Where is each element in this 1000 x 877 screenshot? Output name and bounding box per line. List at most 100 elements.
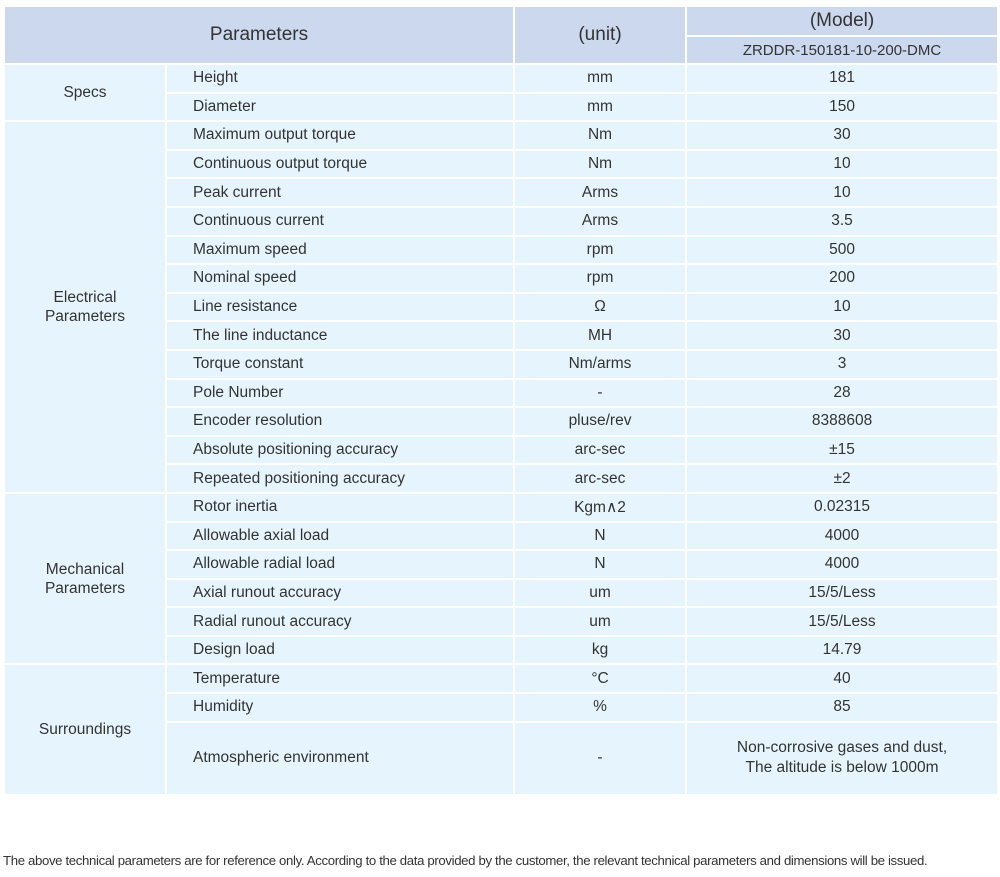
param-value: 28 — [685, 377, 1000, 409]
table-row: Encoder resolution pluse/rev 8388608 — [4, 406, 1000, 437]
table-row: Mechanical Parameters Rotor inertia Kgm∧2 0… — [3, 491, 1000, 666]
table-row: Maximum speed rpm 500 — [4, 234, 1000, 266]
param-name: Continuous current — [164, 205, 516, 237]
header-model-label: (Model) — [685, 5, 1000, 37]
param-name: Allowable radial load — [164, 549, 516, 580]
param-name: Atmospheric environment — [164, 720, 516, 796]
param-name: Torque constant — [164, 348, 516, 380]
param-value: 200 — [685, 263, 1000, 294]
table-row: Humidity% 85 — [4, 692, 1000, 723]
param-unit: pluse/rev — [513, 406, 688, 437]
param-unit: arc-sec — [513, 463, 688, 494]
table-row: Repeated positioning accuracy arc-sec ±2 — [4, 463, 1000, 494]
param-name: Nominal speed — [164, 263, 516, 294]
param-unit: °C — [513, 663, 688, 695]
header-model: ZRDDR-150181-10-200-DMC — [685, 35, 1000, 65]
param-name: Design load — [164, 634, 516, 666]
header-parameters: Parameters — [2, 5, 516, 65]
param-unit: % — [513, 692, 688, 723]
param-value: 14.79 — [685, 634, 1000, 666]
param-unit: rpm — [513, 234, 688, 266]
param-value: 4000 — [685, 549, 1000, 580]
param-unit: arc-sec — [513, 434, 688, 466]
param-value: ±2 — [685, 463, 1000, 494]
param-unit: Arms — [513, 205, 688, 237]
header-unit: (unit) — [513, 5, 688, 65]
param-name: The line inductance — [164, 320, 516, 351]
table-row: Electrical Parameters Maximum output torq… — [3, 120, 1000, 494]
group-label: Mechanical Parameters — [3, 491, 167, 666]
param-value: 30 — [685, 320, 1000, 351]
table-row: Allowable axial load N 4000 — [4, 520, 1000, 552]
table-row: Allowable radial load N 4000 — [4, 549, 1000, 580]
table-row: Absolute positioning accuracy arc-sec ±15 — [4, 434, 1000, 466]
param-name: Axial runout accuracy — [164, 577, 516, 609]
param-value: 181 — [685, 63, 1000, 94]
table-row: Continuous current Arms 3.5 — [4, 205, 1000, 237]
group-label: Specs — [3, 62, 167, 123]
param-value: 0.02315 — [685, 491, 1000, 523]
table-row: Pole Number -28 — [4, 377, 1000, 409]
param-unit: - — [513, 377, 688, 409]
param-name: Absolute positioning accuracy — [164, 434, 516, 466]
param-unit: Kgm∧2 — [513, 491, 688, 523]
param-unit: Ω — [513, 291, 688, 323]
param-unit: Nm — [513, 120, 688, 151]
table-row: Line resistance Ω 10 — [4, 291, 1000, 323]
table-row: Specs Height mm 181 — [3, 62, 1000, 123]
param-value: 30 — [685, 120, 1000, 151]
param-name: Maximum speed — [164, 234, 516, 266]
param-name: Line resistance — [164, 291, 516, 323]
group-label: Electrical Parameters — [3, 120, 167, 494]
param-value: 85 — [685, 692, 1000, 723]
param-unit: rpm — [513, 263, 688, 294]
param-name: Repeated positioning accuracy — [164, 463, 516, 494]
table-row: Peak current Arms 10 — [4, 177, 1000, 208]
param-unit: mm — [513, 91, 688, 123]
param-unit: Nm — [513, 148, 688, 180]
param-value: 15/5/Less — [685, 606, 1000, 637]
param-name: Radial runout accuracy — [164, 606, 516, 637]
table-row: Design load kg 14.79 — [4, 634, 1000, 666]
param-value: 8388608 — [685, 406, 1000, 437]
param-value: 4000 — [685, 520, 1000, 552]
param-value: 10 — [685, 148, 1000, 180]
param-name: Continuous output torque — [164, 148, 516, 180]
param-value: ±15 — [685, 434, 1000, 466]
param-value: 3.5 — [685, 205, 1000, 237]
param-value: 500 — [685, 234, 1000, 266]
param-value: 150 — [685, 91, 1000, 123]
param-unit: MH — [513, 320, 688, 351]
param-name: Encoder resolution — [164, 406, 516, 437]
table-row: The line inductance MH 30 — [4, 320, 1000, 351]
table-row: Surroundings Temperature °C 40 — [3, 663, 1000, 796]
param-value: 40 — [685, 663, 1000, 695]
footnote: The above technical parameters are for r… — [3, 853, 928, 868]
param-name: Humidity — [164, 692, 516, 723]
param-unit: Arms — [513, 177, 688, 208]
param-unit: N — [513, 549, 688, 580]
table-row: Nominal speed rpm 200 — [4, 263, 1000, 294]
param-value: 10 — [685, 177, 1000, 208]
param-unit: N — [513, 520, 688, 552]
param-name: Diameter — [164, 91, 516, 123]
table-row: Atmospheric environment - Non-corrosive ga… — [4, 720, 1000, 796]
group-label: Surroundings — [3, 663, 167, 796]
param-name: Rotor inertia — [164, 491, 516, 523]
table-row: Torque constant Nm/arms 3 — [4, 348, 1000, 380]
param-unit: kg — [513, 634, 688, 666]
param-name: Temperature — [164, 663, 516, 695]
param-unit: Nm/arms — [513, 348, 688, 380]
param-name: Allowable axial load — [164, 520, 516, 552]
param-name: Height — [164, 63, 516, 94]
spec-table: Parameters (unit) (Model) ZRDDR-150181-1… — [2, 5, 1000, 796]
param-name: Peak current — [164, 177, 516, 208]
table-row: Radial runout accuracy um 15/5/Less — [4, 606, 1000, 637]
table-row: Diameter mm 150 — [4, 91, 1000, 123]
param-value: 3 — [685, 348, 1000, 380]
param-name: Maximum output torque — [164, 120, 516, 151]
param-value: Non-corrosive gases and dust, The altitu… — [685, 720, 1000, 796]
param-value: 15/5/Less — [685, 577, 1000, 609]
param-unit: - — [513, 720, 688, 796]
param-value: 10 — [685, 291, 1000, 323]
